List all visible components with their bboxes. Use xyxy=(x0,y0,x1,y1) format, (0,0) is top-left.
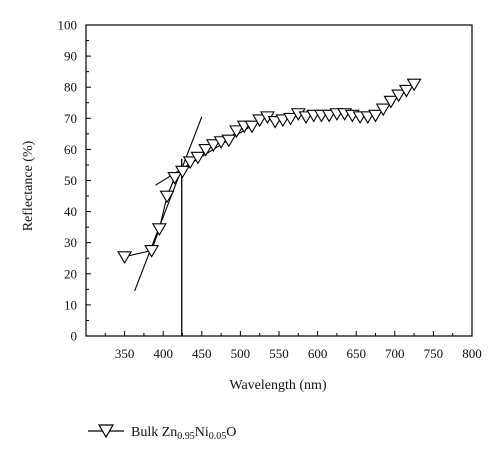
data-point-marker xyxy=(283,112,299,126)
data-point-marker xyxy=(117,251,133,264)
y-tick-label: 50 xyxy=(64,173,77,188)
data-point-marker xyxy=(182,156,198,170)
x-tick-label: 350 xyxy=(115,346,135,361)
data-point-marker xyxy=(198,143,214,157)
legend-label-suffix: O xyxy=(226,425,236,440)
y-axis-title: Reflectance (%) xyxy=(21,140,36,231)
y-axis-ticks: 0 10 20 30 40 50 60 70 80 90 100 xyxy=(58,18,91,344)
x-tick-label: 550 xyxy=(269,346,289,361)
data-point-marker xyxy=(221,134,237,148)
data-point-marker xyxy=(406,78,422,92)
data-point-marker xyxy=(383,95,399,109)
x-tick-label: 650 xyxy=(346,346,366,361)
x-axis-title: Wavelength (nm) xyxy=(229,378,327,393)
x-tick-label: 450 xyxy=(192,346,212,361)
legend-label-sub1: 0.95 xyxy=(177,431,195,442)
data-point-marker xyxy=(159,190,175,204)
data-point-marker xyxy=(144,245,160,258)
legend-label-prefix: Bulk Zn xyxy=(131,425,177,440)
data-markers xyxy=(117,78,422,264)
plot-frame xyxy=(85,24,473,337)
data-point-marker xyxy=(244,120,260,134)
x-tick-label: 750 xyxy=(424,346,444,361)
data-point-marker xyxy=(252,114,268,128)
y-tick-label: 40 xyxy=(64,204,77,219)
y-tick-label: 10 xyxy=(64,297,77,312)
data-point-marker xyxy=(167,171,183,185)
data-point-marker xyxy=(229,125,245,138)
legend: Bulk Zn0.95Ni0.05O xyxy=(88,424,236,442)
x-tick-label: 800 xyxy=(462,346,482,361)
data-point-marker xyxy=(375,103,391,117)
y-tick-label: 20 xyxy=(64,266,77,281)
data-point-marker xyxy=(175,165,190,179)
y-tick-label: 60 xyxy=(64,142,77,157)
x-axis-ticks: 350 400 450 500 550 600 650 700 750 800 xyxy=(104,331,482,361)
data-point-marker xyxy=(151,223,167,236)
x-tick-label: 400 xyxy=(153,346,173,361)
data-point-marker xyxy=(398,84,414,98)
y-tick-label: 100 xyxy=(58,18,78,33)
x-tick-label: 700 xyxy=(385,346,405,361)
data-point-marker xyxy=(391,89,407,103)
x-tick-label: 500 xyxy=(231,346,251,361)
data-point-marker xyxy=(190,151,206,165)
data-point-marker xyxy=(205,139,221,152)
x-tick-label: 600 xyxy=(308,346,328,361)
data-point-marker xyxy=(368,109,383,123)
legend-label-mid: Ni xyxy=(195,425,209,440)
legend-triangle-icon xyxy=(97,424,115,439)
tangent-line xyxy=(134,116,203,292)
y-tick-label: 80 xyxy=(64,80,77,95)
y-tick-label: 90 xyxy=(64,49,77,64)
plot-border xyxy=(85,24,473,337)
legend-label-sub2: 0.05 xyxy=(209,431,227,442)
legend-label: Bulk Zn0.95Ni0.05O xyxy=(131,425,236,442)
y-tick-label: 70 xyxy=(64,111,77,126)
y-tick-label: 30 xyxy=(64,235,77,250)
y-tick-label: 0 xyxy=(71,329,78,344)
